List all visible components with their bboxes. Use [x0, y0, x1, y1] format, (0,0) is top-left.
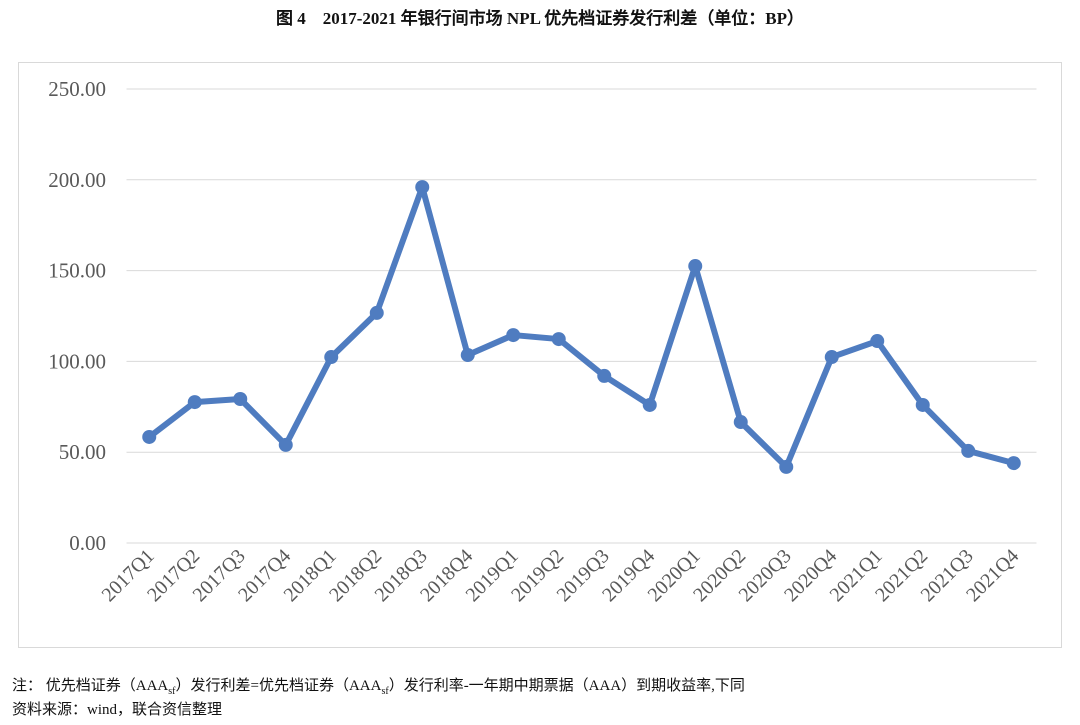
source-note: 资料来源：wind，联合资信整理 [12, 702, 223, 718]
data-point [369, 305, 384, 320]
data-point [551, 332, 566, 347]
data-point [187, 395, 202, 410]
footnote-subscript: sf [168, 686, 176, 697]
y-tick-label: 100.00 [48, 349, 106, 373]
y-tick-label: 0.00 [69, 531, 106, 555]
y-tick-label: 50.00 [59, 440, 106, 464]
data-point [142, 429, 157, 444]
data-point [915, 397, 930, 412]
footnote-part: 注： 优先档证券（AAA [12, 678, 169, 694]
footnote-part: ）发行利率-一年期中期票据（AAA）到期收益率,下同 [388, 678, 745, 694]
footnote-part: ）发行利差=优先档证券（AAA [175, 678, 382, 694]
footnote: 注： 优先档证券（AAAsf）发行利差=优先档证券（AAAsf）发行利率-一年期… [12, 674, 745, 697]
data-point [506, 328, 521, 343]
data-point [733, 415, 748, 430]
data-point [1006, 456, 1021, 471]
data-point [642, 397, 657, 412]
data-point [779, 459, 794, 474]
data-point [324, 350, 339, 365]
data-point [278, 437, 293, 452]
data-point [233, 391, 248, 406]
series-line [147, 184, 1015, 470]
data-point [961, 443, 976, 458]
data-point [824, 350, 839, 365]
y-tick-label: 250.00 [48, 77, 106, 101]
data-point [597, 368, 612, 383]
line-chart: 0.0050.00100.00150.00200.00250.002017Q12… [48, 77, 1037, 606]
chart-title: 图 4 2017-2021 年银行间市场 NPL 优先档证券发行利差（单位：BP… [276, 9, 804, 28]
data-point [460, 348, 475, 363]
data-point [688, 259, 703, 274]
y-tick-label: 150.00 [48, 259, 106, 283]
y-tick-label: 200.00 [48, 168, 106, 192]
chart-frame [18, 62, 1062, 648]
footnote-subscript: sf [381, 686, 389, 697]
data-point [415, 180, 430, 195]
data-point [870, 334, 885, 349]
